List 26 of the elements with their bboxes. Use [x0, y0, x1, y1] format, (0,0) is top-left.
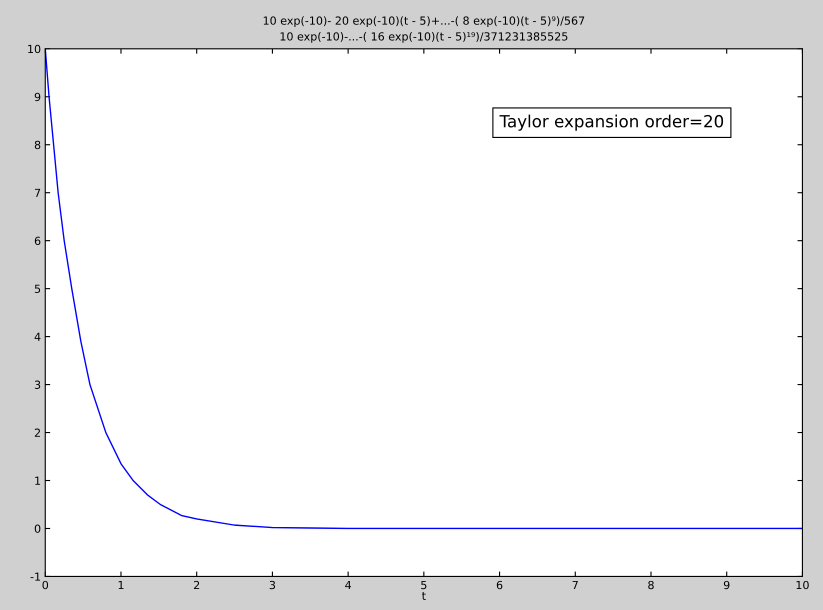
y-tick-label: 7 — [34, 188, 40, 197]
x-tick-label: 4 — [345, 580, 352, 590]
y-tick-label: 4 — [34, 332, 40, 341]
x-tick-label: 9 — [724, 580, 730, 590]
x-tick-label: 5 — [421, 580, 426, 590]
x-axis-title: t — [422, 592, 426, 600]
y-tick-label: 5 — [34, 284, 40, 294]
x-tick-label: 6 — [496, 580, 502, 590]
y-tick-label: 8 — [34, 140, 40, 150]
y-tick-label: 9 — [34, 92, 40, 102]
y-tick-label: -1 — [30, 572, 40, 581]
x-tick-label: 7 — [572, 580, 578, 590]
y-tick-label: 6 — [34, 236, 40, 246]
y-tick-label: 0 — [34, 524, 40, 533]
x-tick-label: 10 — [796, 580, 809, 590]
x-tick-label: 8 — [648, 580, 654, 590]
x-tick-label: 1 — [118, 580, 124, 590]
y-tick-label: 2 — [34, 428, 40, 437]
annotation: Taylor expansion order=20 — [500, 114, 724, 131]
x-tick-label: 3 — [270, 580, 276, 590]
y-tick-label: 3 — [34, 380, 40, 389]
x-tick-label: 0 — [42, 580, 48, 590]
x-tick-label: 2 — [194, 580, 200, 590]
chart-title: 10 exp(-10)- 20 exp(-10)(t - 5)+...-( 8 exp(-10)(t - 5)⁹)/567 10 exp(-10)-...-( 16 exp(-10)(t - 5)¹⁹)/371231385525 — [264, 16, 584, 43]
y-tick-label: 1 — [35, 476, 40, 485]
y-tick-label: 10 — [28, 44, 40, 54]
